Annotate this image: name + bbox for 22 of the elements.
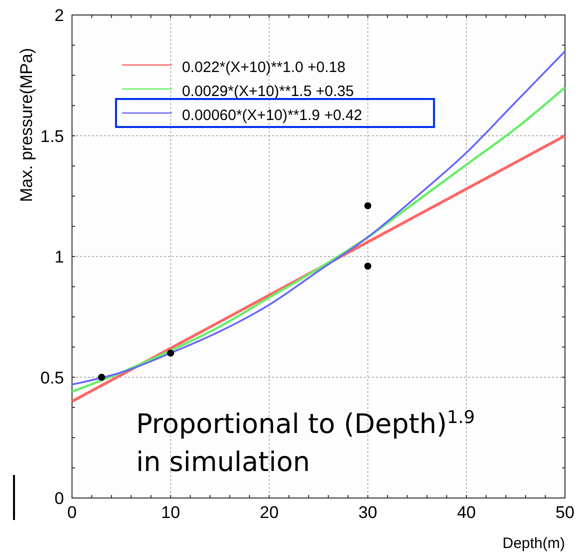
y-tick-label: 1.5 [40,126,64,146]
annotation: in simulation [136,446,310,478]
x-axis-title: Depth(m) [502,535,565,552]
annotation: Proportional to (Depth)$^{1.9}$ [136,408,475,440]
legend-label: 0.022*(X+10)**1.0 +0.18 [182,59,346,76]
point [167,350,174,357]
x-tick-label: 10 [161,503,180,522]
x-tick-label: 50 [556,503,574,522]
y-axis-title: Max. pressure(MPa) [17,48,36,202]
y-tick-label: 1 [54,248,64,266]
y-tick-label: 0.5 [40,368,64,388]
point [98,374,106,381]
y-tick-label: 2 [54,6,64,25]
legend-label: 0.00060*(X+10)**1.9 +0.42 [182,107,362,124]
x-tick-label: 20 [260,503,279,522]
point [364,262,372,270]
x-tick-label: 0 [67,503,77,522]
point [364,202,372,210]
x-tick-label: 40 [456,503,476,522]
y-tick-label: 0 [54,489,64,508]
x-tick-label: 30 [358,503,378,522]
legend-label: 0.0029*(X+10)**1.5 +0.35 [182,83,354,100]
